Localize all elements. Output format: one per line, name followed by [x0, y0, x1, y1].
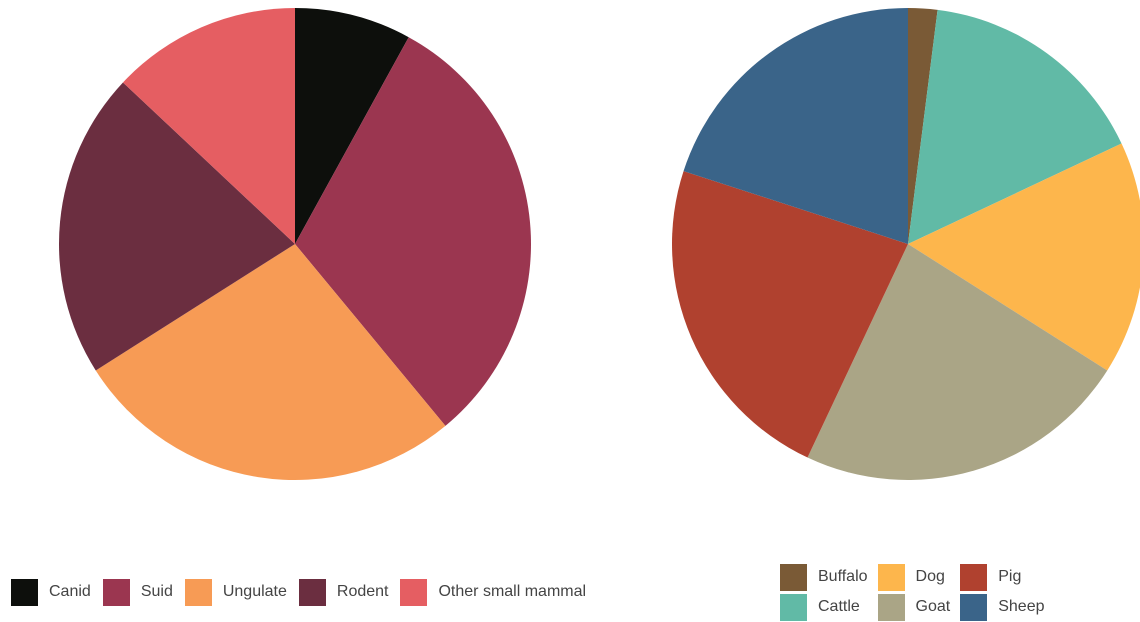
legend-label-goat: Goat — [915, 598, 951, 615]
legend-swatch-sheep — [960, 593, 988, 621]
legend-item-sheep[interactable]: Sheep — [960, 593, 1044, 621]
pie-slice-suid[interactable] — [295, 37, 531, 426]
legend-label-buffalo: Buffalo — [818, 568, 868, 585]
legend-label-pig: Pig — [998, 568, 1022, 585]
legend-item-dog[interactable]: Dog — [877, 563, 951, 591]
pie-slice-sheep[interactable] — [683, 8, 908, 244]
legend-swatch-other-small-mammal — [400, 578, 428, 606]
legend-item-pig[interactable]: Pig — [960, 563, 1044, 591]
pie-slice-cattle[interactable] — [908, 9, 1122, 244]
pie-slice-canid[interactable] — [295, 8, 409, 244]
pie-slice-rodent[interactable] — [58, 82, 295, 371]
legend-label-suid: Suid — [140, 583, 173, 600]
pie-chart-left — [58, 8, 531, 480]
legend-item-other-small-mammal[interactable]: Other small mammal — [400, 578, 586, 606]
legend-label-dog: Dog — [915, 568, 945, 585]
pie-chart-right — [671, 7, 1140, 480]
legend-item-buffalo[interactable]: Buffalo — [780, 563, 868, 591]
legend-swatch-pig — [960, 563, 988, 591]
legend-left: Canid Suid Ungulate Rodent Other small m… — [11, 578, 586, 606]
legend-item-cattle[interactable]: Cattle — [780, 593, 868, 621]
legend-swatch-goat — [877, 593, 905, 621]
legend-item-canid[interactable]: Canid — [11, 578, 91, 606]
legend-swatch-ungulate — [184, 578, 212, 606]
legend-label-canid: Canid — [49, 583, 91, 600]
legend-swatch-buffalo — [780, 563, 807, 591]
legend-item-rodent[interactable]: Rodent — [298, 578, 389, 606]
pie-slice-dog[interactable] — [908, 143, 1140, 371]
legend-swatch-dog — [877, 563, 905, 591]
legend-swatch-cattle — [780, 593, 807, 621]
legend-label-other-small-mammal: Other small mammal — [438, 583, 587, 600]
pie-slice-pig[interactable] — [671, 171, 908, 458]
legend-item-goat[interactable]: Goat — [877, 593, 951, 621]
legend-swatch-rodent — [298, 578, 326, 606]
legend-label-rodent: Rodent — [336, 583, 389, 600]
legend-label-sheep: Sheep — [998, 598, 1045, 615]
legend-swatch-canid — [11, 578, 38, 606]
legend-swatch-suid — [102, 578, 130, 606]
pie-slice-other-small-mammal[interactable] — [122, 8, 296, 244]
legend-label-ungulate: Ungulate — [222, 583, 287, 600]
pie-slice-goat[interactable] — [807, 244, 1108, 480]
legend-label-cattle: Cattle — [818, 598, 860, 615]
pie-slice-ungulate[interactable] — [95, 244, 446, 480]
legend-right: Buffalo Dog Pig Cattle Goat Sheep — [780, 563, 1044, 621]
legend-item-ungulate[interactable]: Ungulate — [184, 578, 287, 606]
pie-slice-buffalo[interactable] — [908, 7, 938, 244]
legend-item-suid[interactable]: Suid — [102, 578, 173, 606]
